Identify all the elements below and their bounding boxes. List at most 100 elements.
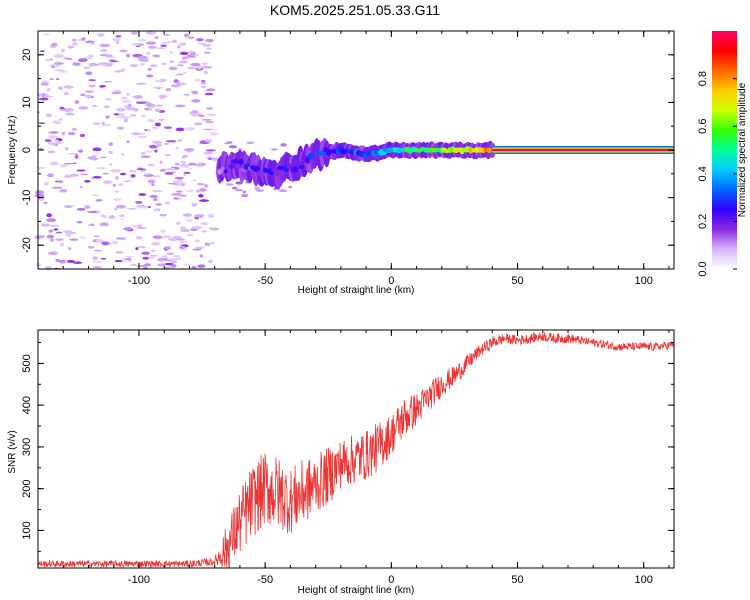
spectrogram-noise-cell (254, 186, 260, 190)
spectrogram-noise-cell (123, 105, 129, 109)
spectrogram-noise-cell (192, 179, 197, 182)
spectrogram-noise-cell (255, 189, 264, 192)
spectrogram-ridge (216, 137, 674, 190)
spectrogram-noise-cell (200, 80, 206, 82)
snr-y-tick-label: 100 (21, 521, 33, 539)
spectrogram-noise-cell (204, 138, 213, 143)
spectrogram-noise-cell (130, 173, 136, 178)
spectrogram-noise-cell (147, 119, 155, 123)
spectrogram-noise-cell (115, 107, 127, 112)
spectrogram-noise-cell (53, 54, 65, 59)
spectrogram-noise-cell (204, 90, 208, 93)
spectrogram-noise-cell (68, 238, 79, 241)
spectrogram-noise-cell (44, 266, 52, 271)
spectrogram-noise-cell (147, 106, 152, 110)
spectrogram-noise-cell (202, 65, 208, 69)
spectrogram-noise-cell (163, 126, 172, 130)
spectrogram-noise-cell (172, 183, 182, 186)
spectrogram-noise-cell (123, 180, 132, 183)
spectrogram-noise-cell (187, 66, 197, 70)
spectrogram-ridge-cell (468, 146, 474, 154)
spectrogram-noise-cell (148, 45, 157, 49)
spectrogram-ridge-cell (298, 164, 305, 170)
spectrogram-noise-cell (192, 114, 198, 117)
spectrogram-noise-cell (152, 235, 162, 239)
spectrogram-noise-cell (228, 145, 238, 149)
spectrogram-noise-cell (128, 260, 132, 263)
spectrogram-noise-cell (192, 53, 199, 57)
spectrogram-noise-cell (119, 49, 128, 53)
spectrogram-ridge-cell (305, 157, 310, 165)
spectrogram-noise-cell (37, 122, 46, 124)
spectrogram-noise-cell (119, 214, 125, 218)
spectrogram-noise-cell (177, 45, 181, 49)
chart-title: KOM5.2025.251.05.33.G11 (270, 2, 440, 18)
snr-x-tick-label: 100 (635, 574, 653, 586)
spectrogram-x-axis-title: Height of straight line (km) (298, 285, 415, 296)
spectrogram-noise-cell (210, 242, 215, 244)
spectrogram-noise-cell (38, 97, 49, 101)
spectrogram-noise-cell (152, 54, 161, 58)
spectrogram-noise-cell (115, 237, 127, 240)
snr-y-tick-label: 500 (21, 354, 33, 372)
spectrogram-noise-cell (191, 226, 203, 229)
spectrogram-noise-cell (138, 58, 150, 63)
spectrogram-noise-cell (92, 265, 102, 269)
spectrogram-noise-cell (168, 66, 178, 71)
spectrogram-noise-cell (157, 263, 167, 267)
spectrogram-noise-cell (196, 38, 204, 42)
snr-x-tick-label: 0 (388, 574, 394, 586)
spectrogram-noise-cell (119, 172, 127, 176)
spectrogram-noise-cell (175, 127, 185, 132)
spectrogram-noise-cell (63, 205, 73, 208)
spectrogram-noise-cell (121, 100, 132, 103)
spectrogram-noise-cell (92, 235, 100, 238)
spectrogram-noise-cell (166, 252, 175, 256)
spectrogram-noise-cell (164, 201, 170, 205)
spectrogram-noise-cell (138, 193, 147, 196)
spectrogram-noise-cell (45, 113, 52, 118)
spectrogram-noise-cell (156, 257, 166, 262)
spectrogram-ridge-cell (276, 165, 284, 170)
spectrogram-noise-cell (152, 198, 158, 201)
spectrogram-noise-cell (154, 122, 161, 127)
spectrogram-noise-cell (171, 193, 181, 196)
spectrogram-noise-cell (88, 79, 97, 82)
spectrogram-noise-cell (101, 124, 112, 127)
spectrogram-noise-cell (161, 235, 172, 238)
spectrogram-noise-cell (207, 213, 215, 218)
colorbar-gradient (712, 31, 737, 269)
spectrogram-ridge-cell (234, 163, 241, 170)
spectrogram-noise-cell (117, 113, 126, 117)
spectrogram-noise-cell (185, 219, 193, 222)
spectrogram-noise-cell (141, 114, 146, 118)
spectrogram-noise-cell (102, 172, 109, 175)
spectrogram-noise-cell (148, 257, 155, 259)
spectrogram-noise-cell (156, 104, 163, 108)
spectrogram-noise-cell (178, 194, 187, 197)
colorbar: 0.0 0.2 0.4 0.6 0.8 Normalized spectral ampl… (697, 31, 748, 277)
spectrogram-noise-cell (238, 148, 243, 151)
spectrogram-noise-cell (145, 31, 157, 35)
spectrogram-noise-cell (55, 231, 63, 234)
spectrogram-noise-cell (65, 232, 72, 237)
spectrogram-noise-cell (78, 149, 84, 153)
spectrogram-noise-cell (47, 150, 56, 154)
snr-x-tick-label: -100 (128, 574, 150, 586)
spectrogram-noise-cell (194, 214, 205, 218)
spectrogram-noise-cell (176, 82, 187, 86)
spectrogram-noise-cell (49, 161, 59, 166)
spectrogram-noise-cell (183, 174, 187, 177)
spectrogram-noise-cell (59, 163, 68, 168)
spectrogram-x-tick-label: 50 (511, 275, 523, 287)
spectrogram-noise-cell (46, 173, 54, 178)
spectrogram-y-tick-label: 10 (21, 96, 33, 108)
spectrogram-noise-cell (151, 183, 155, 187)
spectrogram-noise-cell (175, 73, 184, 76)
spectrogram-noise-cell (156, 47, 166, 50)
spectrogram-noise-cell (181, 56, 188, 60)
spectrogram-noise-cell (202, 43, 212, 47)
spectrogram-noise-cell (161, 62, 167, 66)
spectrogram-noise-cell (114, 175, 119, 180)
spectrogram-noise-cell (49, 58, 53, 61)
